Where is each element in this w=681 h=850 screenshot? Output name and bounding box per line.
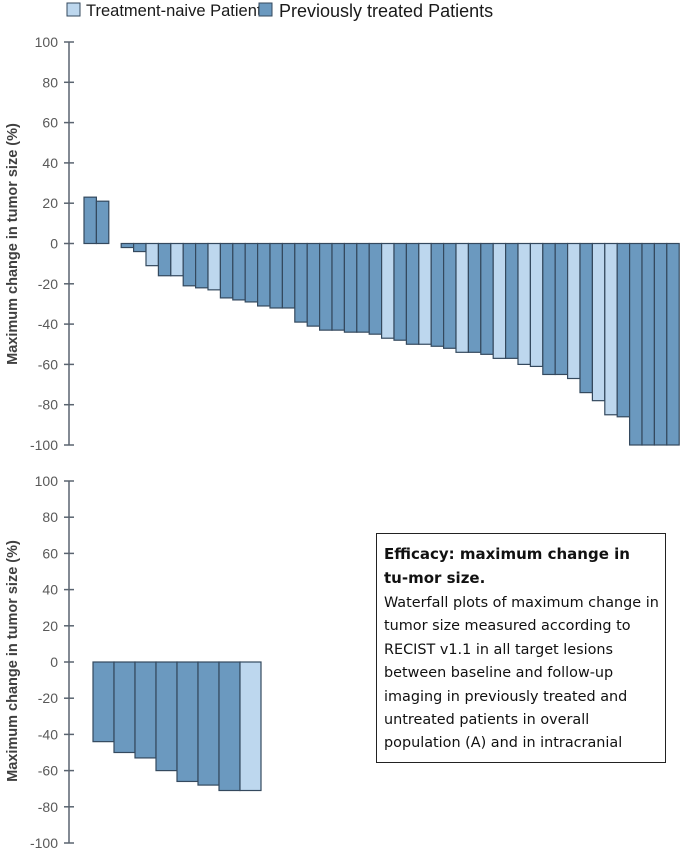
bar-previously-treated bbox=[113, 661, 136, 754]
y-tick-label: -60 bbox=[38, 763, 58, 779]
y-tick-label: -40 bbox=[38, 726, 58, 742]
bar-previously-treated bbox=[244, 242, 259, 303]
bar-previously-treated bbox=[616, 242, 631, 418]
y-tick-label: 20 bbox=[42, 618, 58, 634]
y-tick-label: -40 bbox=[38, 316, 58, 332]
bar-treatment-naive bbox=[604, 242, 618, 416]
y-tick-label: -100 bbox=[30, 835, 58, 850]
bar-previously-treated bbox=[343, 242, 358, 333]
bar-previously-treated bbox=[218, 661, 241, 792]
bar-previously-treated bbox=[294, 242, 308, 323]
y-tick-label: 40 bbox=[42, 582, 58, 598]
bar-previously-treated bbox=[176, 661, 199, 783]
y-tick-label: 60 bbox=[42, 115, 58, 131]
bar-previously-treated bbox=[331, 242, 345, 331]
legend-swatch-treatment-naive bbox=[66, 2, 81, 17]
bar-previously-treated bbox=[368, 242, 383, 335]
y-tick-label: -80 bbox=[38, 397, 58, 413]
legend: Treatment-naive Patients Previously trea… bbox=[66, 1, 493, 21]
bar-previously-treated bbox=[356, 242, 370, 333]
y-tick-label: -100 bbox=[30, 437, 58, 453]
bar-previously-treated bbox=[83, 196, 97, 245]
legend-label-previously-treated: Previously treated Patients bbox=[279, 1, 493, 21]
bar-previously-treated bbox=[505, 242, 519, 359]
y-tick-label: -20 bbox=[38, 690, 58, 706]
caption-body: Waterfall plots of maximum change in tum… bbox=[384, 595, 659, 752]
bar-previously-treated bbox=[666, 242, 680, 446]
bar-previously-treated bbox=[269, 242, 283, 309]
bar-previously-treated bbox=[155, 661, 178, 772]
bar-previously-treated bbox=[480, 242, 494, 355]
bar-previously-treated bbox=[554, 242, 569, 376]
bar-previously-treated bbox=[306, 242, 321, 327]
bar-treatment-naive bbox=[418, 242, 432, 345]
bar-treatment-naive bbox=[591, 242, 606, 402]
bars-intracranial bbox=[92, 661, 262, 792]
bar-treatment-naive bbox=[455, 242, 469, 353]
bar-treatment-naive bbox=[566, 242, 581, 380]
bars-overall bbox=[83, 196, 680, 446]
bar-previously-treated bbox=[120, 242, 135, 249]
bar-treatment-naive bbox=[492, 242, 507, 359]
bar-previously-treated bbox=[443, 242, 457, 349]
bar-previously-treated bbox=[430, 242, 445, 347]
bar-previously-treated bbox=[405, 242, 420, 345]
bar-treatment-naive bbox=[529, 242, 544, 368]
y-tick-label: 0 bbox=[50, 654, 58, 670]
y-axis-title-overall: Maximum change in tumor size (%) bbox=[5, 123, 21, 365]
bar-previously-treated bbox=[232, 242, 246, 301]
y-tick-label: -20 bbox=[38, 276, 58, 292]
y-tick-label: 100 bbox=[35, 473, 59, 489]
bar-previously-treated bbox=[133, 242, 147, 253]
bar-previously-treated bbox=[628, 242, 643, 446]
chart-panel-overall: Maximum change in tumor size (%) 100 80 60… bbox=[5, 34, 680, 453]
y-axis-intracranial: 100 80 60 40 20 0 -20 -40 -60 -80 -100 bbox=[30, 473, 74, 850]
bar-previously-treated bbox=[95, 200, 110, 245]
y-tick-label: 80 bbox=[42, 74, 58, 90]
bar-treatment-naive bbox=[517, 242, 531, 366]
bar-treatment-naive bbox=[170, 242, 184, 277]
bar-previously-treated bbox=[134, 661, 157, 759]
bar-previously-treated bbox=[157, 242, 172, 277]
bar-previously-treated bbox=[197, 661, 220, 786]
caption-box: Efficacy: maximum change in tu-mor size.… bbox=[376, 533, 666, 763]
bar-treatment-naive bbox=[381, 242, 395, 339]
bar-previously-treated bbox=[92, 661, 115, 743]
bar-previously-treated bbox=[195, 242, 209, 289]
bar-previously-treated bbox=[542, 242, 556, 376]
y-tick-label: -60 bbox=[38, 356, 58, 372]
bar-previously-treated bbox=[467, 242, 482, 353]
y-tick-label: 80 bbox=[42, 509, 58, 525]
legend-label-treatment-naive: Treatment-naive Patients bbox=[86, 2, 270, 20]
bar-treatment-naive bbox=[239, 661, 262, 792]
y-tick-label: 20 bbox=[42, 195, 58, 211]
y-tick-label: 60 bbox=[42, 545, 58, 561]
y-tick-label: 0 bbox=[50, 236, 58, 252]
caption-title: Efficacy: maximum change in tu-mor size. bbox=[384, 545, 630, 587]
y-tick-label: 40 bbox=[42, 155, 58, 171]
y-axis-overall: 100 80 60 40 20 0 -20 -40 -60 -80 -100 bbox=[30, 34, 74, 453]
y-tick-label: -80 bbox=[38, 799, 58, 815]
bar-previously-treated bbox=[653, 242, 668, 446]
legend-swatch-previously-treated bbox=[258, 2, 273, 17]
bar-previously-treated bbox=[257, 242, 271, 307]
bar-previously-treated bbox=[281, 242, 296, 309]
bar-treatment-naive bbox=[207, 242, 221, 291]
chart-panel-intracranial: Maximum change in tumor size (%) 100 80 60… bbox=[5, 473, 262, 850]
bar-previously-treated bbox=[219, 242, 234, 299]
y-tick-label: 100 bbox=[35, 34, 59, 50]
bar-treatment-naive bbox=[145, 242, 159, 267]
bar-previously-treated bbox=[393, 242, 407, 341]
bar-previously-treated bbox=[182, 242, 197, 287]
bar-previously-treated bbox=[319, 242, 333, 331]
bar-previously-treated bbox=[641, 242, 655, 446]
bar-previously-treated bbox=[579, 242, 593, 394]
y-axis-title-intracranial: Maximum change in tumor size (%) bbox=[5, 540, 21, 782]
